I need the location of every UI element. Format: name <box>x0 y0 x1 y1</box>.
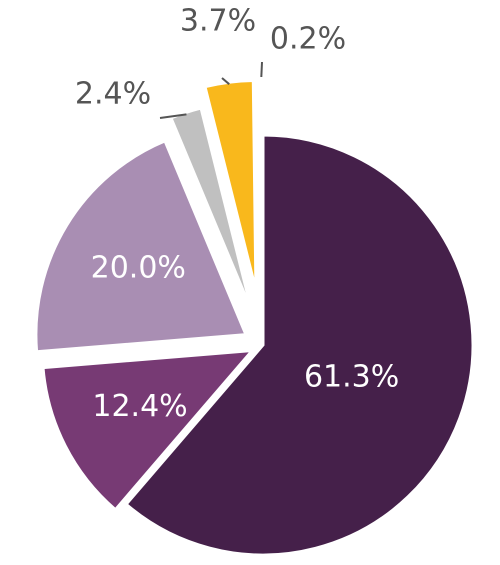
pie-slice <box>34 138 249 354</box>
pie-slice <box>41 348 256 512</box>
data-label: 12.4% <box>92 389 187 424</box>
leader-line <box>159 113 187 119</box>
data-label: 0.2% <box>270 22 346 57</box>
pie-slice <box>203 78 258 291</box>
leader-line <box>221 77 230 85</box>
leader-line <box>260 61 263 78</box>
data-label: 20.0% <box>91 251 186 286</box>
pie-slice <box>258 73 265 286</box>
data-label: 3.7% <box>180 4 256 39</box>
pie-slice <box>169 106 254 313</box>
data-label: 2.4% <box>75 77 151 112</box>
data-label: 61.3% <box>304 359 399 394</box>
pie-slice <box>123 133 475 557</box>
